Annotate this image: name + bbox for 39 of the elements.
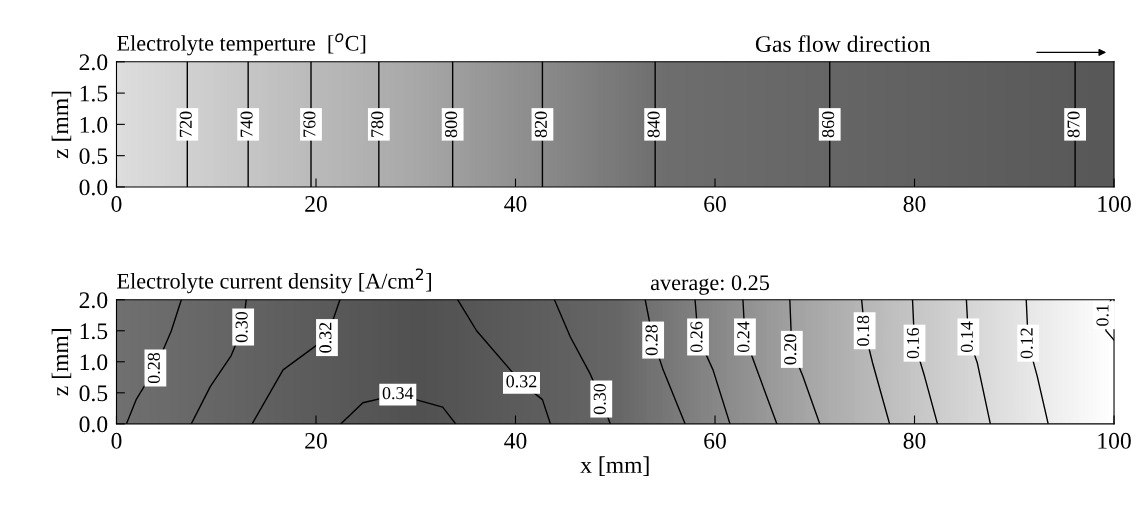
y-tick-label: 0.0 bbox=[79, 179, 108, 196]
x-tick-label: 0 bbox=[111, 195, 122, 212]
x-tick-label: 60 bbox=[704, 432, 726, 449]
y-tick-label: 1.5 bbox=[80, 323, 108, 340]
chart-title: Electrolyte temperture [$^{o}$C] bbox=[117, 33, 366, 56]
annotation: 720 bbox=[179, 111, 192, 137]
text: Gas flow direction bbox=[755, 35, 931, 52]
y-tick-label: 0.5 bbox=[79, 385, 108, 402]
y-tick-label: 2.0 bbox=[79, 292, 108, 309]
x-tick-label: 0 bbox=[111, 432, 122, 449]
y-tick-label: 1.0 bbox=[80, 354, 108, 371]
annotation: 840 bbox=[647, 111, 660, 138]
y-axis-title: z [mm] bbox=[51, 329, 72, 396]
y-tick-label: 0.5 bbox=[79, 148, 108, 165]
y-tick-label: 2.0 bbox=[79, 54, 108, 71]
x-tick-label: 100 bbox=[1098, 432, 1131, 449]
x-axis-title: x [mm] bbox=[580, 456, 649, 476]
annotation: 0.1 bbox=[1096, 305, 1109, 326]
annotation: 760 bbox=[303, 111, 316, 137]
annotation: 860 bbox=[822, 111, 835, 138]
x-tick-label: 40 bbox=[504, 195, 527, 212]
annotation: 740 bbox=[240, 111, 253, 137]
annotation: 800 bbox=[444, 111, 458, 138]
annotation: 780 bbox=[371, 111, 384, 137]
x-tick-label: 100 bbox=[1098, 195, 1131, 212]
y-tick-label: 0.0 bbox=[79, 416, 108, 433]
x-tick-label: 20 bbox=[305, 432, 327, 449]
chart-title: Electrolyte current density [A/cm$^{2}$] bbox=[117, 268, 431, 294]
y-tick-label: 1.5 bbox=[80, 85, 108, 102]
x-tick-label: 80 bbox=[903, 432, 926, 449]
y-tick-label: 1.0 bbox=[80, 116, 108, 133]
x-tick-label: 20 bbox=[305, 195, 327, 212]
x-tick-label: 80 bbox=[903, 195, 926, 212]
annotation: 870 bbox=[1067, 111, 1080, 138]
x-tick-label: 40 bbox=[504, 432, 527, 449]
x-tick-label: 60 bbox=[704, 195, 726, 212]
y-axis-title: z [mm] bbox=[51, 91, 72, 159]
annotation: 820 bbox=[534, 111, 547, 138]
text: average: 0.25 bbox=[650, 275, 769, 295]
